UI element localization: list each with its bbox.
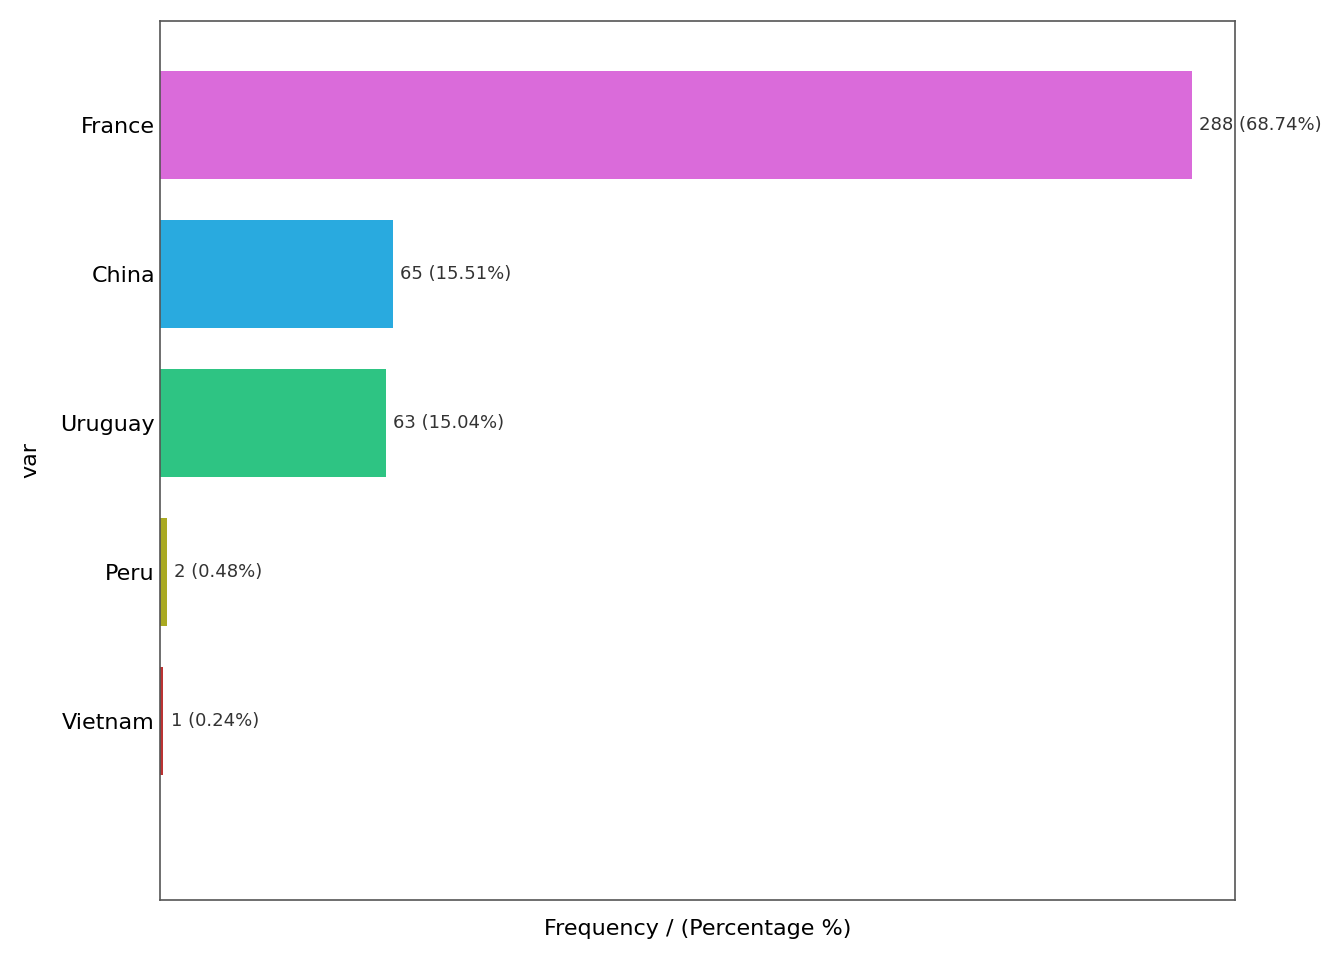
Bar — [160, 667, 164, 775]
Y-axis label: var: var — [22, 443, 40, 478]
Text: 288 (68.74%): 288 (68.74%) — [1199, 116, 1322, 134]
X-axis label: Frequency / (Percentage %): Frequency / (Percentage %) — [544, 919, 851, 939]
Text: 2 (0.48%): 2 (0.48%) — [175, 563, 262, 581]
Text: 63 (15.04%): 63 (15.04%) — [392, 414, 504, 432]
Text: 1 (0.24%): 1 (0.24%) — [171, 712, 259, 730]
Bar — [160, 370, 386, 477]
Bar — [160, 221, 392, 327]
Bar — [160, 518, 167, 626]
Bar — [160, 71, 1192, 179]
Text: 65 (15.51%): 65 (15.51%) — [401, 265, 511, 283]
